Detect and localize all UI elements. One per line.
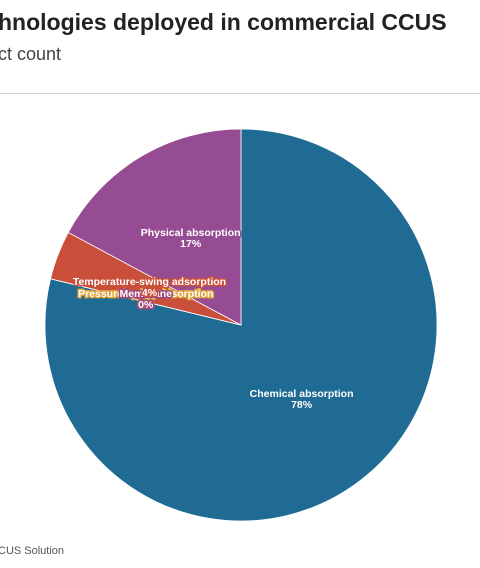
slice-label: Physical absorption <box>141 227 241 239</box>
slice-label: Pressure-swing adsorption <box>78 288 213 300</box>
slice-label: Cryogenic <box>120 288 172 300</box>
pie-slice <box>44 128 438 522</box>
pie-slice <box>67 128 242 326</box>
value-label: 4% <box>142 287 158 299</box>
value-label: 0% <box>138 299 154 311</box>
value-label: 0% <box>138 299 154 311</box>
source: CUS Solution <box>0 545 64 557</box>
slice-label: Chemical absorption <box>250 388 354 400</box>
slice-label: Membrane <box>120 288 173 300</box>
chart-title: hnologies deployed in commercial CCUS <box>0 9 447 35</box>
chart-subtitle: ct count <box>0 44 61 64</box>
value-label: 78% <box>291 399 313 411</box>
pie <box>44 128 438 522</box>
value-label: 17% <box>180 238 202 250</box>
slice-label: Temperature-swing adsorption <box>73 276 226 288</box>
value-label: 0% <box>138 299 154 311</box>
